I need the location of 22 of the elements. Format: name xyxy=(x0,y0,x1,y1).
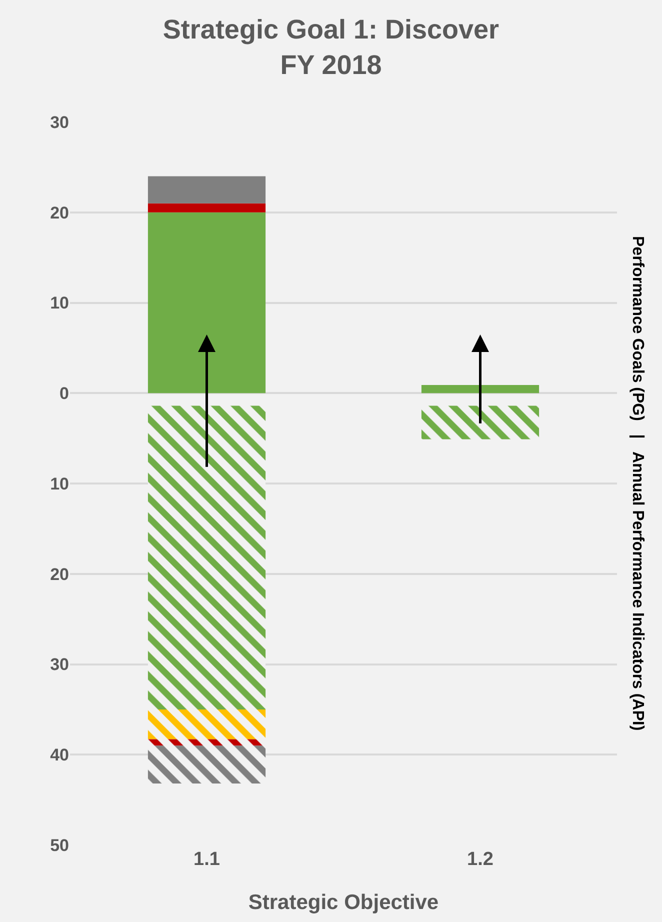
x-tick-label: 1.2 xyxy=(467,849,494,870)
y-tick-label: 0 xyxy=(60,384,69,404)
bar xyxy=(148,212,266,394)
y-tick-label: 10 xyxy=(50,474,69,494)
bar xyxy=(421,406,540,440)
bar xyxy=(148,709,266,740)
bar xyxy=(148,406,266,710)
bar xyxy=(148,746,266,784)
y-tick-label: 30 xyxy=(50,112,69,132)
bar xyxy=(148,203,266,212)
y-tick-label: 20 xyxy=(50,564,69,584)
y-tick-label: 30 xyxy=(50,655,69,674)
x-axis-title: Strategic Objective xyxy=(248,891,439,914)
bar xyxy=(421,384,540,394)
bar xyxy=(148,176,266,204)
y-tick-label: 10 xyxy=(50,294,69,313)
y-tick-label: 50 xyxy=(50,836,69,855)
y-tick-label: 20 xyxy=(50,203,69,222)
x-tick-label: 1.1 xyxy=(194,849,220,870)
y2-axis-title: Performance Goals (PG) | Annual Performance Indicators (API) xyxy=(629,236,646,731)
y-tick-label: 40 xyxy=(50,746,69,765)
chart-title: Strategic Goal 1: Discover FY 2018 xyxy=(162,14,500,80)
